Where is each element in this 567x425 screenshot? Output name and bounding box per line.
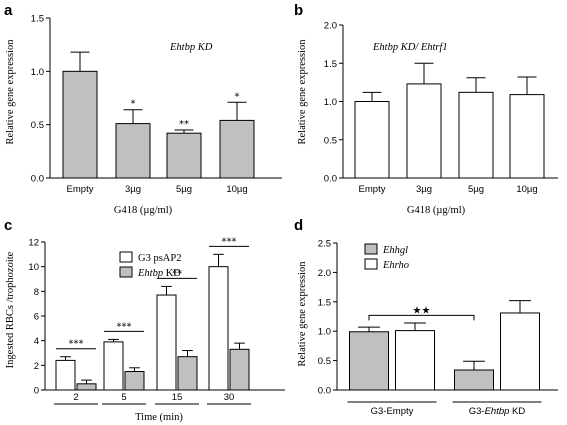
panel-a-ytick-label: 0.5 [31,120,44,131]
panel-d-xtick-empty: G3-Empty [371,406,414,417]
panel-a-xtick-label: 3µg [125,184,141,195]
panel-b-ytick-label: 0.5 [324,135,337,146]
panel-c-bar [124,371,145,391]
panel-d-ytick-label: 1.5 [318,297,331,308]
panel-letter-d: d [294,217,303,234]
panel-d-significance: ★★ [413,305,431,316]
panel-b-x-label: G418 (µg/ml) [407,205,466,216]
panel-d-bar [500,312,540,391]
panel-d-xtick-kd-suffix: KD [509,406,525,417]
legend-c-swatch-g3 [119,251,133,263]
panel-b-ytick-label: 0.0 [324,174,337,185]
panel-c-bar [177,356,198,391]
panel-d-significance-bracket [368,314,475,321]
panel-c-bar [55,359,76,391]
legend-c-label-g3: G3 psAP2 [138,253,181,264]
panel-a-ytick-label: 0.0 [31,174,44,185]
panel-b-ytick-label: 1.5 [324,59,337,70]
panel-c-ytick-label: 10 [28,262,39,273]
panel-b-xtick-label: 3µg [416,184,432,195]
panel-d-y-label: Relative gene expression [297,261,308,367]
panel-d-bar [395,330,435,391]
panel-a-significance: * [235,91,240,102]
panel-c-significance: *** [117,321,132,332]
panel-b-ytick-label: 1.0 [324,97,337,108]
panel-a-bar [62,70,98,179]
legend-d-swatch-ehrho [364,258,378,270]
panel-d-xtick-kd: G3-Ehtbp KD [469,406,526,417]
panel-d-bar [454,369,494,391]
panel-a-ytick-label: 1.0 [31,67,44,78]
panel-c-xtick-label: 5 [121,392,126,403]
panel-c-xtick-label: 15 [172,392,183,403]
plot-layer: 0.0 0.5 1.0 1.5 Empty 3µg * 5µg ** 10µg * 0.0 0.5 1.0… [28,14,558,405]
legend-d-swatch-ehhgl [364,243,378,255]
panel-b-xtick-label: 10µg [516,184,537,195]
panel-d-ytick-label: 1.0 [318,327,331,338]
panel-d-ytick-label: 2.5 [318,239,331,250]
legend-c-label-kd: Ehtbp KD [137,268,181,279]
panel-c-bar [208,266,229,391]
panel-c-x-label: Time (min) [135,412,183,423]
legend-d-label-ehhgl: Ehhgl [382,245,408,256]
panel-letter-a: a [4,2,13,19]
panel-b-bar [509,94,545,179]
panel-b-xtick-label: Empty [359,184,386,195]
panel-c-ytick-label: 12 [28,238,39,249]
panel-d-ytick-label: 2.0 [318,268,331,279]
panel-a-bar [115,123,151,179]
panel-c-significance: *** [69,339,84,350]
panel-c-ytick-label: 4 [34,336,39,347]
panel-letter-b: b [294,2,303,19]
legend-c-label-kd-italic: Ehtbp [137,268,163,279]
panel-b-y-label: Relative gene expression [297,39,308,145]
panel-a-y-label: Relative gene expression [5,39,16,145]
panel-b-bar [406,83,442,179]
panel-a-annotation: Ehtbp KD [169,42,213,53]
panel-d-xtick-kd-italic: Ehtbp [485,406,510,417]
panel-b-bar [354,101,390,179]
panel-c-ytick-label: 2 [34,361,39,372]
panel-c-xtick-label: 30 [224,392,235,403]
panel-a-xtick-label: 10µg [226,184,247,195]
panel-a-xtick-label: Empty [67,184,94,195]
panel-a-bar [166,132,202,179]
panel-d-ytick-label: 0.0 [318,386,331,397]
panel-a-ytick-label: 1.5 [31,14,44,25]
panel-c-ytick-label: 8 [34,287,39,298]
panel-a-significance: ** [179,119,189,130]
panel-c-significance: ** [172,268,182,279]
panel-a-x-label: G418 (µg/ml) [114,205,173,216]
panel-d-ytick-label: 0.5 [318,356,331,367]
legend-d-label-ehrho: Ehrho [382,260,409,271]
panel-c-y-label: Ingested RBCs /trophozoite [5,251,16,368]
panel-letter-c: c [4,217,12,234]
panel-c-xtick-label: 2 [73,392,78,403]
panel-c-bar [103,341,124,391]
panel-b-xtick-label: 5µg [468,184,484,195]
panel-d-xtick-kd-prefix: G3- [469,406,485,417]
panel-c-bar [156,294,177,391]
panel-b-ytick-label: 2.0 [324,21,337,32]
panel-b-annotation: Ehtbp KD/ Ehtrf1 [372,42,448,53]
panel-c-bar [229,348,250,391]
panel-c-ytick-label: 0 [34,386,39,397]
legend-c-swatch-kd [119,266,133,278]
panel-d-bar [349,331,389,391]
panel-c-significance: *** [222,236,237,247]
panel-a-significance: * [131,99,136,110]
panel-b-bar [458,91,494,179]
panel-a-xtick-label: 5µg [176,184,192,195]
panel-c-ytick-label: 6 [34,312,39,323]
panel-c-bar [76,383,97,391]
panel-a-bar [219,119,255,179]
